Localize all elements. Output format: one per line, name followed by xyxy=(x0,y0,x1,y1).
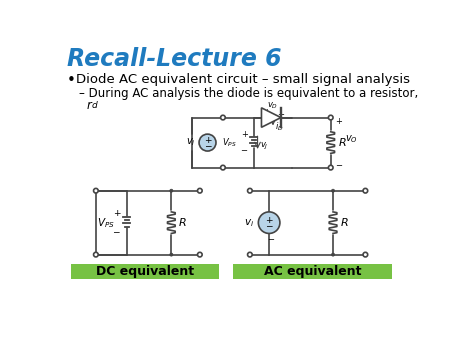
Text: +: + xyxy=(113,209,121,218)
Text: +: + xyxy=(335,117,342,126)
Circle shape xyxy=(198,252,202,257)
Text: $v_J$: $v_J$ xyxy=(260,141,268,152)
Circle shape xyxy=(363,252,368,257)
Text: $v_i$: $v_i$ xyxy=(243,217,254,228)
Text: d: d xyxy=(91,101,97,111)
Text: $-$: $-$ xyxy=(240,144,248,153)
Text: R: R xyxy=(338,138,346,148)
Text: $-$: $-$ xyxy=(335,159,343,168)
Circle shape xyxy=(220,165,225,170)
Circle shape xyxy=(248,188,252,193)
Text: Diode AC equivalent circuit – small signal analysis: Diode AC equivalent circuit – small sign… xyxy=(76,73,410,86)
Circle shape xyxy=(363,188,368,193)
Text: DC equivalent: DC equivalent xyxy=(96,265,194,278)
Text: R: R xyxy=(341,218,348,228)
Text: R: R xyxy=(179,218,187,228)
Text: •: • xyxy=(67,73,76,88)
Text: Recall-Lecture 6: Recall-Lecture 6 xyxy=(67,47,281,71)
Circle shape xyxy=(198,188,202,193)
Text: −: − xyxy=(266,221,273,230)
Text: $-$: $-$ xyxy=(266,233,275,242)
Text: $i_D$: $i_D$ xyxy=(275,121,284,133)
Text: +: + xyxy=(204,136,211,145)
Circle shape xyxy=(199,134,216,151)
Circle shape xyxy=(94,252,98,257)
Text: +: + xyxy=(241,130,248,139)
Text: r: r xyxy=(87,99,91,112)
Text: $v_D$: $v_D$ xyxy=(267,101,279,112)
Text: $V_{PS}$: $V_{PS}$ xyxy=(222,136,237,149)
Circle shape xyxy=(332,189,335,192)
Text: $-$: $-$ xyxy=(112,226,121,235)
Text: AC equivalent: AC equivalent xyxy=(264,265,361,278)
FancyBboxPatch shape xyxy=(233,264,392,279)
Text: $v_i$: $v_i$ xyxy=(186,137,196,148)
Circle shape xyxy=(328,165,333,170)
Text: +: + xyxy=(263,108,270,117)
Circle shape xyxy=(248,252,252,257)
Text: $V_{PS}$: $V_{PS}$ xyxy=(96,216,114,230)
Text: −: − xyxy=(204,141,211,150)
Circle shape xyxy=(94,188,98,193)
Polygon shape xyxy=(261,108,281,127)
Text: $v_O$: $v_O$ xyxy=(345,133,357,145)
Circle shape xyxy=(220,115,225,120)
Circle shape xyxy=(258,212,280,234)
Text: $-$: $-$ xyxy=(277,108,285,117)
Circle shape xyxy=(332,253,335,256)
Text: – During AC analysis the diode is equivalent to a resistor,: – During AC analysis the diode is equiva… xyxy=(79,87,418,100)
Circle shape xyxy=(170,253,173,256)
FancyBboxPatch shape xyxy=(71,264,219,279)
Circle shape xyxy=(170,189,173,192)
Circle shape xyxy=(328,115,333,120)
Text: +: + xyxy=(266,216,273,225)
